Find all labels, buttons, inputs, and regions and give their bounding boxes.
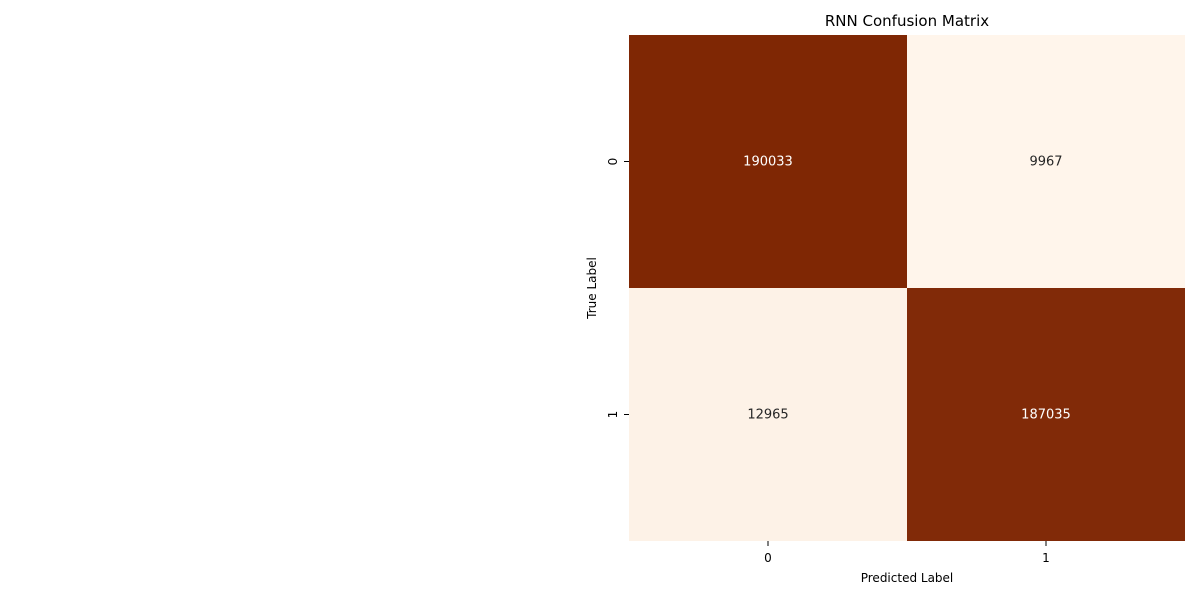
cell-value-label-0-0: 190033 [743, 155, 793, 170]
x-tick-label: 1 [1042, 551, 1050, 565]
cell-value-label-0-1: 9967 [1029, 155, 1062, 170]
heatmap-cell-1-0 [629, 288, 907, 541]
y-tick-label: 1 [606, 411, 620, 419]
x-tick-label: 0 [764, 551, 772, 565]
heatmap-cell-0-0 [629, 35, 907, 288]
chart-title: RNN Confusion Matrix [825, 12, 989, 30]
x-axis-label: Predicted Label [861, 571, 954, 585]
heatmap-cell-labels: 190033 9967 12965 187035 [743, 155, 1071, 423]
heatmap-cell-0-1 [907, 35, 1185, 288]
y-axis-label: True Label [585, 257, 599, 320]
cell-value-label-1-1: 187035 [1021, 408, 1071, 423]
heatmap-cells [629, 35, 1185, 541]
y-axis-ticks: 01 [606, 158, 629, 419]
cell-value-label-1-0: 12965 [747, 408, 788, 423]
y-tick-label: 0 [606, 158, 620, 166]
heatmap-cell-1-1 [907, 288, 1185, 541]
